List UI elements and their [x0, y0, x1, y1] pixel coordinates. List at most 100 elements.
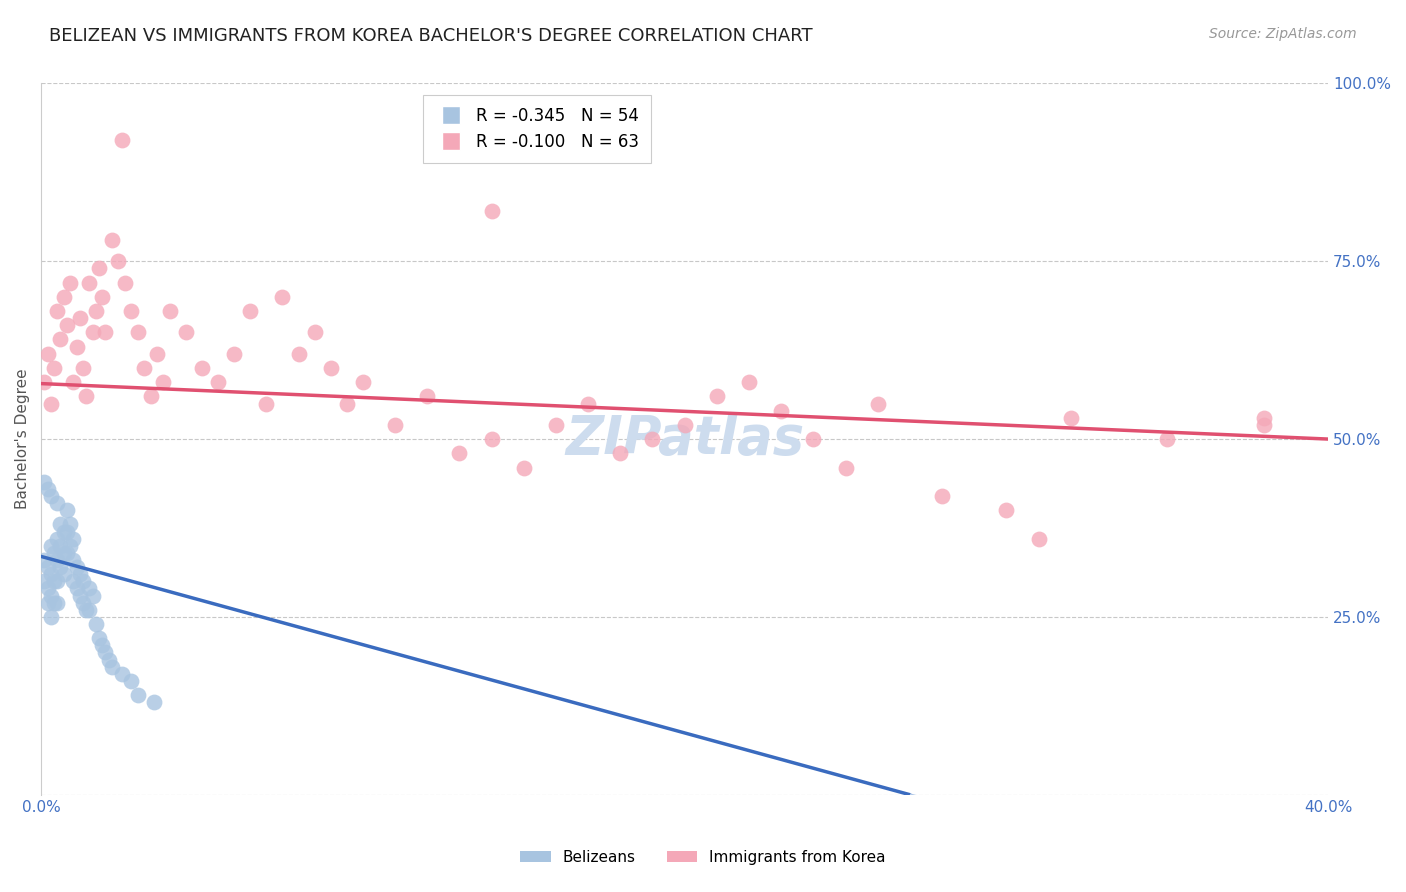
- Point: [79, 603, 101, 617]
- Point: [673, 417, 696, 432]
- Point: [1253, 410, 1275, 425]
- Point: [481, 204, 503, 219]
- Point: [65, 560, 87, 574]
- Point: [84, 617, 107, 632]
- Text: Source: ZipAtlas.com: Source: ZipAtlas.com: [1209, 27, 1357, 41]
- Point: [254, 396, 277, 410]
- Point: [110, 133, 132, 147]
- Point: [174, 326, 197, 340]
- Point: [142, 695, 165, 709]
- Point: [46, 553, 69, 567]
- Point: [46, 304, 69, 318]
- Point: [42, 546, 65, 560]
- Point: [609, 446, 631, 460]
- Point: [37, 560, 59, 574]
- Legend: R = -0.345   N = 54, R = -0.100   N = 63: R = -0.345 N = 54, R = -0.100 N = 63: [423, 95, 651, 163]
- Point: [37, 582, 59, 596]
- Point: [42, 574, 65, 589]
- Point: [65, 340, 87, 354]
- Point: [91, 638, 114, 652]
- Point: [513, 460, 536, 475]
- Point: [79, 582, 101, 596]
- Point: [52, 524, 75, 539]
- Point: [46, 596, 69, 610]
- Point: [62, 574, 84, 589]
- Point: [139, 389, 162, 403]
- Point: [56, 524, 79, 539]
- Point: [224, 347, 246, 361]
- Point: [866, 396, 889, 410]
- Point: [49, 539, 72, 553]
- Point: [304, 326, 326, 340]
- Point: [336, 396, 359, 410]
- Point: [39, 610, 62, 624]
- Point: [75, 389, 97, 403]
- Point: [56, 503, 79, 517]
- Point: [84, 304, 107, 318]
- Text: BELIZEAN VS IMMIGRANTS FROM KOREA BACHELOR'S DEGREE CORRELATION CHART: BELIZEAN VS IMMIGRANTS FROM KOREA BACHEL…: [49, 27, 813, 45]
- Point: [46, 574, 69, 589]
- Point: [72, 596, 94, 610]
- Point: [132, 360, 155, 375]
- Point: [39, 489, 62, 503]
- Point: [72, 574, 94, 589]
- Point: [120, 673, 142, 688]
- Point: [39, 589, 62, 603]
- Point: [114, 276, 136, 290]
- Point: [75, 603, 97, 617]
- Point: [94, 326, 117, 340]
- Point: [34, 553, 56, 567]
- Point: [37, 596, 59, 610]
- Point: [641, 432, 664, 446]
- Point: [62, 375, 84, 389]
- Point: [82, 326, 104, 340]
- Point: [82, 589, 104, 603]
- Point: [931, 489, 953, 503]
- Text: ZIPatlas: ZIPatlas: [565, 413, 804, 465]
- Point: [738, 375, 761, 389]
- Point: [449, 446, 471, 460]
- Point: [91, 290, 114, 304]
- Point: [34, 375, 56, 389]
- Point: [69, 567, 91, 582]
- Point: [770, 403, 793, 417]
- Point: [62, 553, 84, 567]
- Point: [127, 326, 149, 340]
- Point: [69, 311, 91, 326]
- Point: [59, 517, 82, 532]
- Point: [42, 360, 65, 375]
- Point: [544, 417, 567, 432]
- Point: [49, 560, 72, 574]
- Point: [101, 659, 124, 673]
- Point: [287, 347, 309, 361]
- Point: [65, 582, 87, 596]
- Point: [207, 375, 229, 389]
- Point: [79, 276, 101, 290]
- Point: [110, 666, 132, 681]
- Point: [801, 432, 824, 446]
- Point: [52, 567, 75, 582]
- Point: [352, 375, 374, 389]
- Point: [56, 546, 79, 560]
- Point: [481, 432, 503, 446]
- Point: [49, 517, 72, 532]
- Point: [576, 396, 599, 410]
- Point: [49, 333, 72, 347]
- Point: [159, 304, 181, 318]
- Point: [56, 318, 79, 333]
- Point: [995, 503, 1018, 517]
- Point: [1028, 532, 1050, 546]
- Point: [706, 389, 728, 403]
- Point: [37, 482, 59, 496]
- Point: [34, 475, 56, 489]
- Point: [37, 347, 59, 361]
- Point: [59, 539, 82, 553]
- Point: [146, 347, 169, 361]
- Point: [52, 546, 75, 560]
- Point: [39, 539, 62, 553]
- Point: [87, 631, 110, 645]
- Point: [120, 304, 142, 318]
- Point: [46, 496, 69, 510]
- Point: [59, 276, 82, 290]
- Point: [94, 645, 117, 659]
